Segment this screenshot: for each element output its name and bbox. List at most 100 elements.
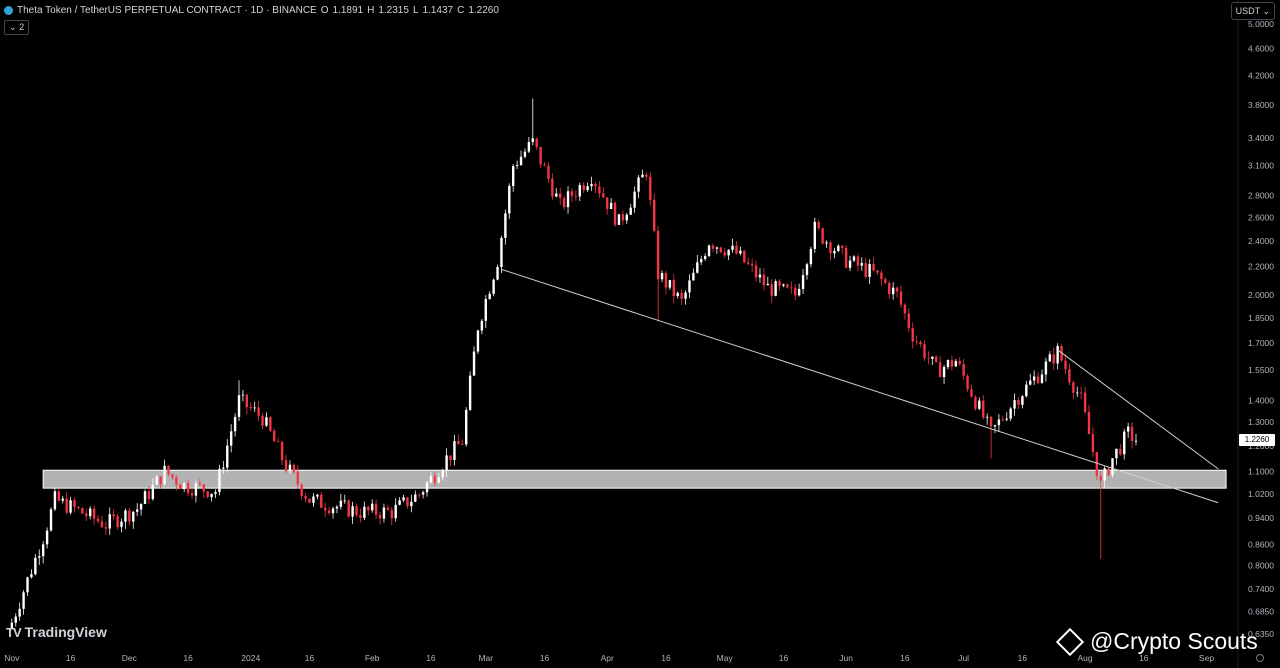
candle[interactable] [1076,386,1079,398]
candle[interactable] [1130,422,1134,449]
candle[interactable] [570,188,574,202]
candle[interactable] [613,201,617,228]
candle[interactable] [1056,343,1059,370]
candle[interactable] [559,187,562,205]
candle[interactable] [962,359,965,380]
candle[interactable] [876,270,879,276]
candle[interactable] [919,340,922,348]
candle[interactable] [551,173,554,200]
candle[interactable] [856,253,860,272]
candle[interactable] [484,295,487,328]
candle[interactable] [445,448,448,478]
candle[interactable] [1091,427,1095,457]
candle[interactable] [421,490,425,499]
candle[interactable] [241,389,245,402]
candle[interactable] [280,440,284,466]
candle[interactable] [942,364,946,385]
candle[interactable] [351,501,354,524]
candle[interactable] [954,358,958,367]
candle[interactable] [1052,347,1055,371]
candle[interactable] [645,172,648,181]
candle[interactable] [30,569,33,579]
candle[interactable] [41,541,45,564]
candle[interactable] [1134,433,1138,446]
candle[interactable] [222,461,225,474]
candle[interactable] [296,465,299,489]
candle[interactable] [895,286,899,298]
candle[interactable] [429,472,433,484]
candle[interactable] [472,346,476,376]
candle[interactable] [500,235,503,274]
candle[interactable] [77,505,80,510]
candle[interactable] [394,498,397,522]
candle[interactable] [653,193,656,233]
candle[interactable] [1087,404,1091,435]
candle[interactable] [848,255,852,271]
candle[interactable] [770,279,773,304]
candle[interactable] [265,412,268,427]
candle[interactable] [660,270,664,283]
candle[interactable] [1068,363,1071,386]
candle[interactable] [312,493,315,507]
candle[interactable] [750,258,754,272]
candle[interactable] [359,508,362,523]
candle[interactable] [938,356,942,378]
candle[interactable] [594,182,597,194]
candle[interactable] [958,357,961,366]
candle[interactable] [34,554,37,576]
candle[interactable] [1095,451,1099,481]
candle[interactable] [884,277,887,285]
candle[interactable] [276,437,280,443]
candle[interactable] [813,217,817,253]
candle[interactable] [649,172,652,206]
candle[interactable] [844,244,848,269]
candle[interactable] [582,181,585,193]
candle[interactable] [300,483,303,500]
candle[interactable] [735,241,738,255]
candle[interactable] [754,260,758,282]
candle[interactable] [1025,380,1028,398]
candle[interactable] [1079,386,1083,400]
candle[interactable] [523,148,527,159]
candle[interactable] [229,424,233,453]
candle[interactable] [370,499,374,513]
candle[interactable] [672,273,675,304]
candle[interactable] [116,513,119,530]
candle[interactable] [457,434,460,445]
candle[interactable] [53,487,57,512]
candle[interactable] [288,460,292,474]
candle[interactable] [586,182,589,192]
candle[interactable] [143,489,147,505]
candle[interactable] [96,515,100,524]
candle[interactable] [194,480,198,503]
candle[interactable] [676,291,679,299]
candle[interactable] [1029,373,1032,386]
candle[interactable] [668,280,672,290]
candle[interactable] [464,407,468,447]
candle[interactable] [923,340,926,362]
candle[interactable] [723,247,726,258]
candle[interactable] [269,415,272,433]
candle[interactable] [124,508,127,529]
candle[interactable] [398,497,401,506]
candle[interactable] [151,478,155,501]
candle[interactable] [308,498,311,504]
candle[interactable] [88,506,92,520]
candle[interactable] [167,465,170,477]
candle[interactable] [347,498,350,518]
candle[interactable] [226,439,229,473]
candle[interactable] [433,472,437,487]
candle[interactable] [778,279,781,291]
candle[interactable] [794,283,797,301]
candle[interactable] [504,209,507,245]
candle[interactable] [1064,354,1067,374]
candle[interactable] [22,590,25,615]
candle[interactable] [327,506,331,516]
candle[interactable] [911,322,914,349]
candle[interactable] [801,269,805,294]
candle[interactable] [786,283,789,289]
candle[interactable] [363,501,366,520]
candle[interactable] [480,318,484,335]
candle[interactable] [719,246,722,254]
candle[interactable] [915,335,918,346]
